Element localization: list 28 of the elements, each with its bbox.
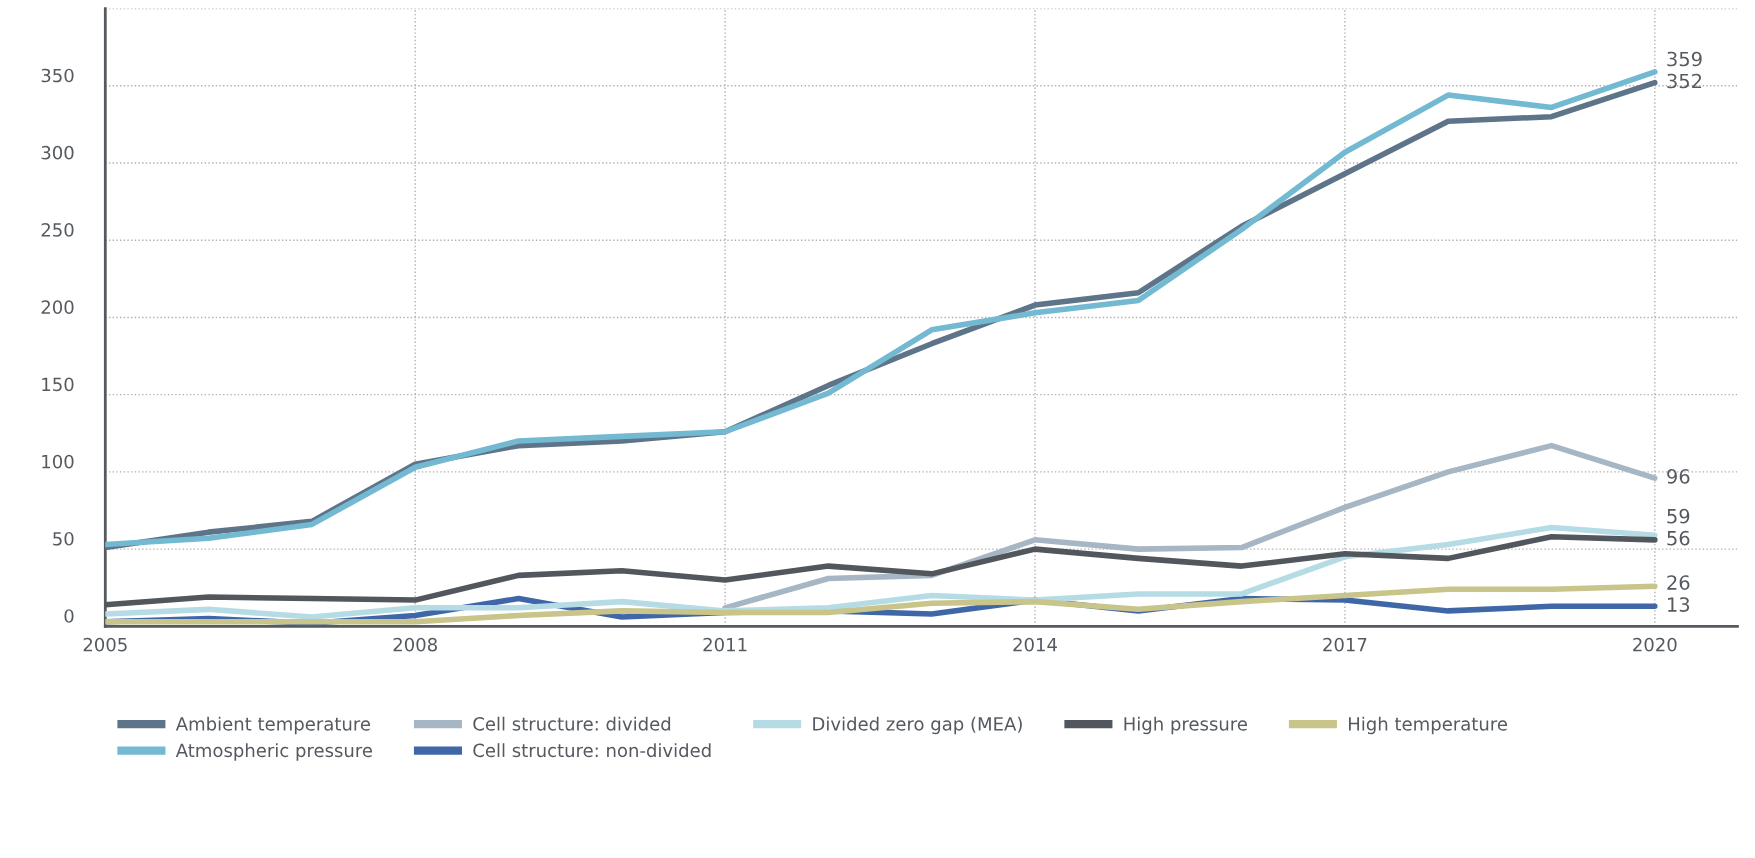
y-tick-label: 200 <box>41 300 74 314</box>
data-label: 59 <box>1667 508 1690 524</box>
x-tick-label: 2020 <box>1633 637 1677 652</box>
y-tick-label: 150 <box>42 377 74 392</box>
x-tick-label: 2017 <box>1323 637 1367 652</box>
x-tick-label: 2005 <box>83 637 127 652</box>
data-label: 96 <box>1667 469 1690 484</box>
data-label: 359 <box>1667 51 1702 67</box>
x-tick-label: 2008 <box>393 637 437 652</box>
legend-label: High pressure <box>1124 716 1247 735</box>
x-tick-label: 2011 <box>703 637 747 652</box>
legend-label: Cell structure: non-divided <box>473 743 711 758</box>
y-tick-label: 300 <box>41 145 74 160</box>
legend-label: Ambient temperature <box>175 716 371 735</box>
y-tick-label: 350 <box>41 68 74 83</box>
legend-label: Atmospheric pressure <box>175 743 372 761</box>
legend-label: High temperature <box>1348 716 1507 735</box>
data-label: 26 <box>1667 575 1690 590</box>
x-tick-label: 2014 <box>1013 637 1057 652</box>
y-tick-label: 50 <box>53 531 74 546</box>
data-label: 352 <box>1667 73 1702 89</box>
y-tick-label: 250 <box>41 223 74 237</box>
y-tick-label: 100 <box>42 454 74 469</box>
legend-label: Divided zero gap (MEA) <box>813 716 1022 735</box>
legend-label: Cell structure: divided <box>473 716 671 731</box>
data-label: 56 <box>1667 530 1690 546</box>
y-tick-label: 0 <box>64 609 74 623</box>
data-label: 13 <box>1668 597 1690 612</box>
